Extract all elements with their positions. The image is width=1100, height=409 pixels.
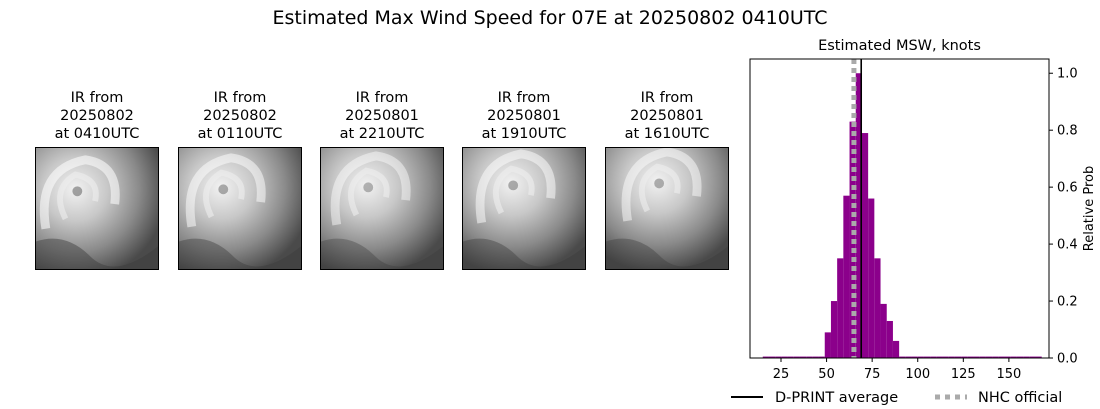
figure-title: Estimated Max Wind Speed for 07E at 2025…: [272, 7, 828, 29]
histogram-bar: [911, 356, 918, 358]
histogram-bar: [880, 303, 887, 358]
histogram-bar: [824, 332, 831, 358]
histogram-bar: [775, 356, 782, 358]
satellite-ir-image: [605, 147, 729, 270]
histogram-bar: [923, 356, 931, 358]
ir-image-graphic: [36, 148, 158, 269]
y-tick-label: 1.0: [1057, 67, 1078, 82]
x-tick-label: 150: [996, 367, 1021, 382]
histogram-bar: [799, 356, 807, 358]
ir-image-graphic: [463, 148, 585, 269]
histogram-bar: [1016, 356, 1024, 358]
histogram-bar: [892, 340, 900, 358]
histogram-bar: [992, 356, 999, 358]
histogram-bar: [930, 356, 937, 358]
histogram-bar: [905, 356, 912, 358]
ir-panel-title: IR from 20250802 at 0110UTC: [170, 89, 310, 143]
x-tick-label: 50: [818, 367, 835, 382]
histogram-bar: [861, 133, 869, 358]
ir-panel-title-line1: IR from: [213, 90, 267, 106]
satellite-ir-image: [462, 147, 586, 270]
histogram-bar: [973, 356, 980, 358]
ir-panel-title-line1: IR from: [70, 90, 124, 106]
satellite-ir-image: [178, 147, 302, 270]
histogram-bar: [936, 356, 943, 358]
ir-panel-title-line3: at 0410UTC: [54, 126, 140, 142]
ir-panel-title: IR from 20250801 at 1910UTC: [454, 89, 594, 143]
ir-panel-title-line1: IR from: [355, 90, 409, 106]
histogram-bar: [787, 356, 794, 358]
y-tick-label: 0.2: [1057, 295, 1078, 310]
histogram-bar: [979, 356, 986, 358]
x-tick-label: 25: [773, 367, 790, 382]
legend-nhc-label: NHC official: [978, 390, 1062, 406]
histogram-bar: [868, 198, 875, 358]
histogram-bar: [886, 320, 893, 358]
histogram-bar: [967, 356, 974, 358]
satellite-ir-image: [35, 147, 159, 270]
ir-panel-title-line2: 20250801: [487, 108, 561, 124]
histogram-bar: [948, 356, 955, 358]
ir-panel-title-line1: IR from: [497, 90, 551, 106]
histogram-bar: [806, 356, 813, 358]
histogram-bar: [793, 356, 800, 358]
histogram-bar: [843, 195, 850, 358]
histogram-bar: [762, 356, 769, 358]
histogram-bar: [768, 356, 776, 358]
ir-panel-title-line3: at 1910UTC: [481, 126, 567, 142]
y-axis-label: Relative Prob: [1082, 166, 1097, 251]
histogram-bar: [1035, 356, 1042, 358]
histogram-bar: [1010, 356, 1017, 358]
histogram-bar: [818, 356, 825, 358]
histogram-bar: [837, 258, 844, 358]
ir-panel-title: IR from 20250801 at 1610UTC: [597, 89, 737, 143]
histogram-bar: [855, 73, 862, 358]
y-tick-label: 0.8: [1057, 124, 1078, 139]
plot-frame: [749, 58, 1050, 359]
histogram-bar: [1004, 356, 1011, 358]
ir-panel-title-line2: 20250802: [203, 108, 277, 124]
ir-panel-title: IR from 20250801 at 2210UTC: [312, 89, 452, 143]
histogram-bar: [899, 356, 906, 358]
histogram-bar: [1029, 356, 1036, 358]
ir-panel-title-line1: IR from: [640, 90, 694, 106]
histogram-bar: [961, 356, 968, 358]
satellite-ir-image: [320, 147, 444, 270]
ir-panel-title-line3: at 1610UTC: [624, 126, 710, 142]
histogram-bar: [781, 356, 788, 358]
histogram-bar: [830, 301, 838, 358]
legend-dprint-label: D-PRINT average: [775, 390, 898, 406]
x-tick-label: 125: [951, 367, 976, 382]
ir-panel-title-line3: at 2210UTC: [339, 126, 425, 142]
histogram-bar: [917, 356, 924, 358]
ir-image-graphic: [179, 148, 301, 269]
x-tick-label: 75: [864, 367, 881, 382]
y-tick-label: 0.6: [1057, 181, 1078, 196]
ir-panel-title-line2: 20250802: [60, 108, 134, 124]
ir-panel-title-line2: 20250801: [630, 108, 704, 124]
ir-image-graphic: [321, 148, 443, 269]
histogram-bar: [942, 356, 949, 358]
ir-panel-title: IR from 20250802 at 0410UTC: [27, 89, 167, 143]
histogram-bar: [985, 356, 993, 358]
ir-panel-title-line2: 20250801: [345, 108, 419, 124]
x-tick-label: 100: [905, 367, 930, 382]
y-tick-label: 0.4: [1057, 238, 1078, 253]
histogram-bar: [874, 258, 881, 358]
histogram-bar: [998, 356, 1005, 358]
ir-panel-title-line3: at 0110UTC: [197, 126, 283, 142]
histogram-bar: [954, 356, 962, 358]
y-tick-label: 0.0: [1057, 352, 1078, 367]
histogram-bar: [1023, 356, 1030, 358]
ir-image-graphic: [606, 148, 728, 269]
histogram-bar: [812, 356, 819, 358]
chart-title: Estimated MSW, knots: [818, 38, 981, 54]
